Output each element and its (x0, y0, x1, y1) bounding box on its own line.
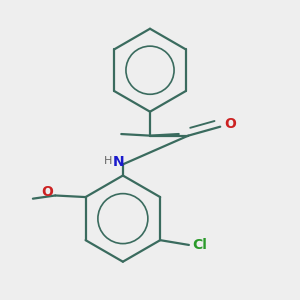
Text: O: O (41, 184, 53, 199)
Text: Cl: Cl (192, 238, 207, 252)
Text: O: O (224, 117, 236, 131)
Text: N: N (112, 155, 124, 169)
Text: H: H (104, 155, 113, 166)
